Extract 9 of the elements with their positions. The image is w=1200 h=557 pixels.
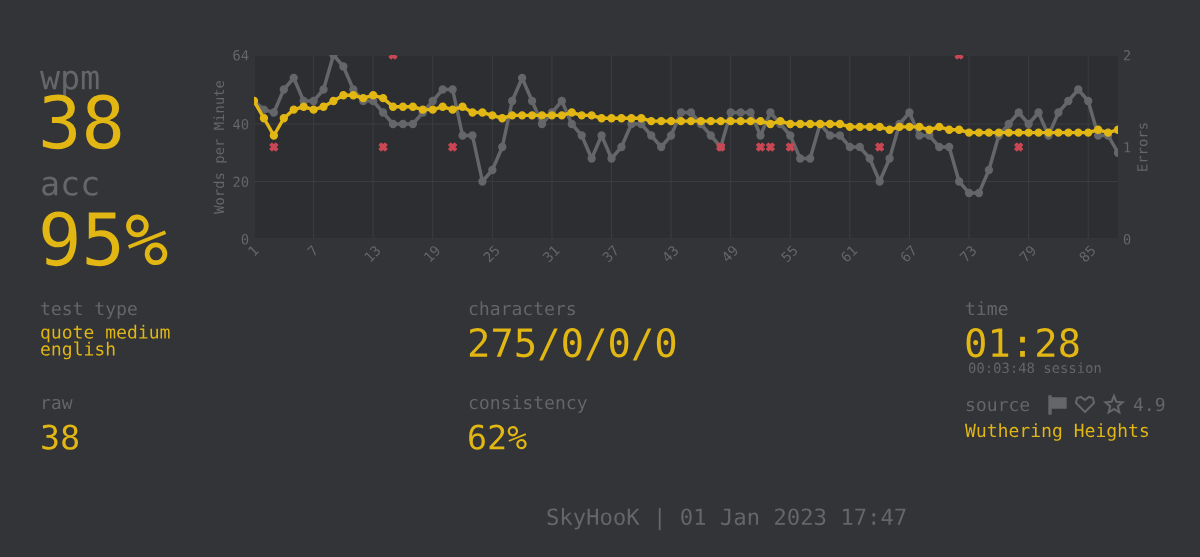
text: Wuthering Heights: [965, 423, 1149, 441]
text: 62%: [469, 424, 527, 450]
text: wpm: [40, 70, 99, 97]
text: quote medium english: [41, 324, 170, 360]
text: 38: [42, 424, 79, 450]
text: 38: [42, 94, 121, 150]
text: 275/0/0/0: [469, 327, 676, 361]
text: 01:28: [966, 327, 1079, 358]
text: 95%: [42, 211, 168, 267]
